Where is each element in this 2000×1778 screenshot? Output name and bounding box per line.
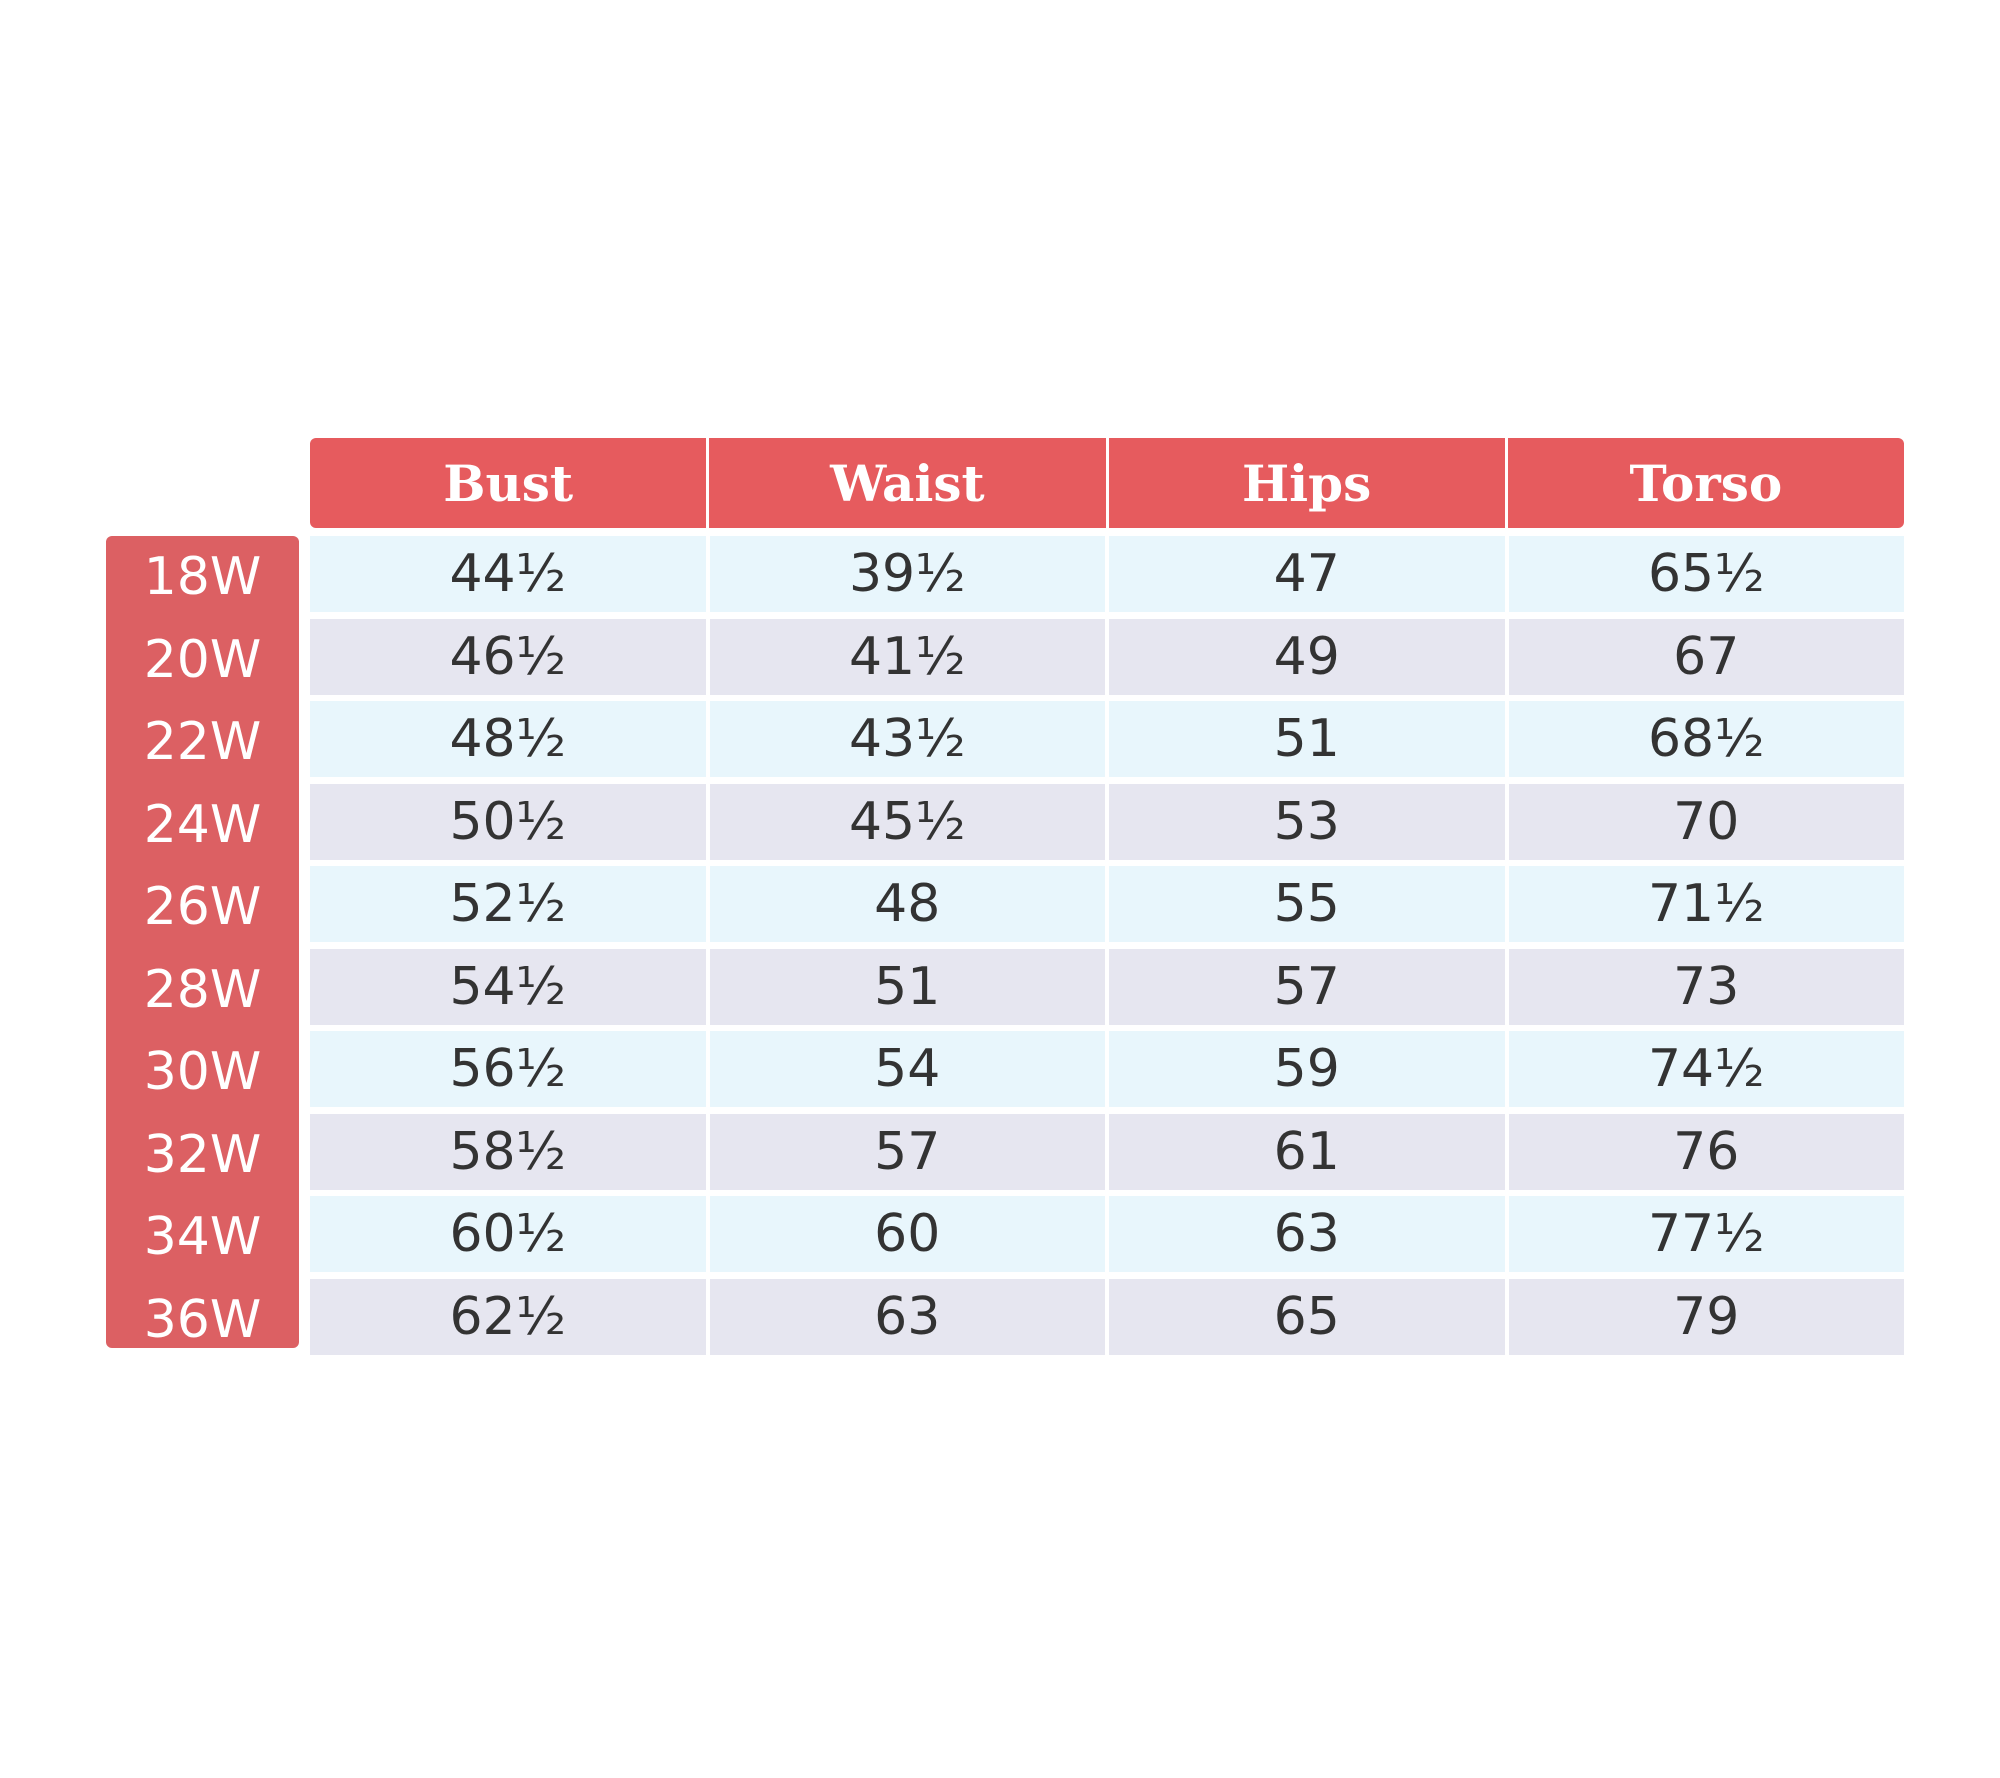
table-cell-bust: 60½ (310, 1196, 706, 1272)
size-label: 36W (143, 1289, 262, 1350)
table-cell-bust: 48½ (310, 701, 706, 777)
size-label: 32W (143, 1124, 262, 1185)
header-hips: Hips (1105, 438, 1505, 528)
table-cell-torso: 77½ (1508, 1196, 1904, 1272)
table-cell-hips: 55 (1109, 866, 1505, 942)
table-cell-hips: 59 (1109, 1031, 1505, 1107)
table-cell-bust: 56½ (310, 1031, 706, 1107)
header-waist: Waist (706, 438, 1105, 528)
table-cell-waist: 45½ (709, 783, 1105, 860)
header-bust: Bust (443, 453, 574, 513)
size-label: 22W (143, 712, 262, 773)
table-cell-hips: 53 (1109, 783, 1505, 860)
table-cell-torso: 71½ (1508, 866, 1904, 942)
table-cell-torso: 79 (1508, 1278, 1904, 1355)
table-cell-waist: 48 (709, 866, 1105, 942)
table-cell-bust: 52½ (310, 866, 706, 942)
table-cell-torso: 70 (1508, 783, 1904, 860)
table-cell-bust: 62½ (310, 1278, 706, 1355)
table-cell-hips: 63 (1109, 1196, 1505, 1272)
table-cell-hips: 47 (1109, 536, 1505, 612)
table-header: Bust Waist Hips Torso (310, 438, 1904, 528)
table-cell-waist: 63 (709, 1278, 1105, 1355)
table-cell-torso: 67 (1508, 618, 1904, 695)
table-row: 50½ 45½ 53 70 (310, 783, 1904, 860)
table-cell-hips: 51 (1109, 701, 1505, 777)
table-row: 52½ 48 55 71½ (310, 866, 1904, 942)
table-cell-torso: 65½ (1508, 536, 1904, 612)
table-cell-hips: 61 (1109, 1113, 1505, 1190)
size-label: 28W (143, 959, 262, 1020)
size-label: 18W (143, 547, 262, 608)
size-label: 34W (143, 1207, 262, 1268)
table-cell-hips: 57 (1109, 948, 1505, 1025)
table-row: 56½ 54 59 74½ (310, 1031, 1904, 1107)
table-cell-torso: 76 (1508, 1113, 1904, 1190)
table-cell-waist: 41½ (709, 618, 1105, 695)
size-label: 20W (143, 629, 262, 690)
table-cell-waist: 60 (709, 1196, 1105, 1272)
table-row: 46½ 41½ 49 67 (310, 618, 1904, 695)
header-torso: Torso (1504, 438, 1904, 528)
table-cell-bust: 50½ (310, 783, 706, 860)
table-cell-torso: 73 (1508, 948, 1904, 1025)
table-row: 62½ 63 65 79 (310, 1278, 1904, 1355)
size-label: 26W (143, 877, 262, 938)
table-cell-hips: 49 (1109, 618, 1505, 695)
table-cell-waist: 54 (709, 1031, 1105, 1107)
table-cell-torso: 68½ (1508, 701, 1904, 777)
table-row: 48½ 43½ 51 68½ (310, 701, 1904, 777)
table-row: 58½ 57 61 76 (310, 1113, 1904, 1190)
table-cell-hips: 65 (1109, 1278, 1505, 1355)
table-cell-bust: 46½ (310, 618, 706, 695)
size-label: 30W (143, 1042, 262, 1103)
table-cell-waist: 43½ (709, 701, 1105, 777)
table-cell-waist: 39½ (709, 536, 1105, 612)
size-label: 24W (143, 794, 262, 855)
table-cell-torso: 74½ (1508, 1031, 1904, 1107)
table-cell-waist: 57 (709, 1113, 1105, 1190)
table-row: 60½ 60 63 77½ (310, 1196, 1904, 1272)
table-cell-waist: 51 (709, 948, 1105, 1025)
size-label-column: 18W 20W 22W 24W 26W 28W 30W 32W 34W 36W (106, 536, 299, 1350)
table-row: 54½ 51 57 73 (310, 948, 1904, 1025)
table-row: 44½ 39½ 47 65½ (310, 536, 1904, 612)
table-cell-bust: 44½ (310, 536, 706, 612)
table-body: 44½ 39½ 47 65½ 46½ 41½ 49 67 48½ 43½ 51 68½ 50½ 45½ 53… (310, 536, 1904, 1361)
table-cell-bust: 54½ (310, 948, 706, 1025)
table-cell-bust: 58½ (310, 1113, 706, 1190)
